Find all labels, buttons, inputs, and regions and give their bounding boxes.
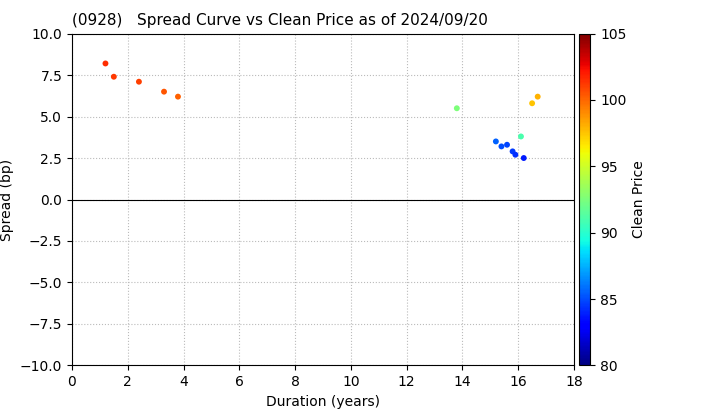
Point [108, 74, 120, 80]
Point [451, 105, 462, 112]
Point [99, 60, 111, 67]
Text: (0928)   Spread Curve vs Clean Price as of 2024/09/20: (0928) Spread Curve vs Clean Price as of… [72, 13, 488, 28]
Point [501, 142, 513, 148]
Point [495, 143, 507, 150]
Point [158, 88, 170, 95]
Point [510, 151, 521, 158]
Point [518, 155, 529, 161]
Point [532, 93, 544, 100]
Y-axis label: Clean Price: Clean Price [632, 160, 646, 239]
Y-axis label: Spread (bp): Spread (bp) [0, 158, 14, 241]
X-axis label: Duration (years): Duration (years) [266, 395, 380, 409]
Point [516, 133, 527, 140]
Point [133, 79, 145, 85]
Point [526, 100, 538, 107]
Point [490, 138, 502, 145]
Point [172, 93, 184, 100]
Point [507, 148, 518, 155]
